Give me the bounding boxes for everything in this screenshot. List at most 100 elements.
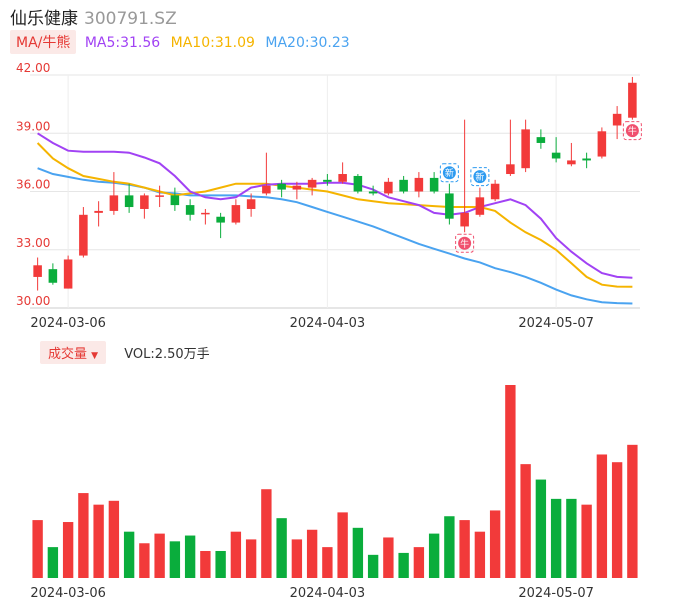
volume-indicator-dropdown[interactable]: 成交量 ▼ (40, 341, 107, 364)
candle-body (277, 183, 286, 190)
candle-body (475, 197, 485, 215)
signal-dot (458, 236, 472, 250)
candle-body (79, 214, 88, 256)
volume-bar (78, 493, 89, 578)
signal-dot (473, 170, 487, 184)
candle-body (109, 195, 119, 211)
candle-body (170, 195, 180, 206)
candle (353, 174, 363, 194)
candle (460, 119, 469, 233)
signal-markers: 新新牛牛 (439, 121, 642, 253)
candle (292, 181, 302, 200)
ma20-label: MA20:30.23 (265, 35, 350, 51)
candle (124, 183, 134, 213)
volume-bar (200, 550, 211, 578)
candle-body (338, 174, 347, 182)
ma10-line (36, 142, 633, 288)
candle (94, 201, 103, 227)
volume-bar (62, 522, 74, 578)
ma5-label: MA5:31.56 (84, 35, 161, 51)
candle-body (94, 210, 103, 213)
ma-legend: MA/牛熊 MA5:31.56 MA10:31.09 MA20:30.23 (10, 30, 356, 54)
volume-bar (611, 462, 623, 578)
volume-legend: 成交量 ▼ VOL:2.50万手 (40, 341, 210, 364)
candle-body (246, 199, 256, 209)
candle-body (323, 179, 332, 182)
volume-bar (32, 520, 43, 578)
candle (338, 162, 347, 184)
candle-body (399, 179, 408, 192)
candle-body (414, 177, 424, 192)
candle-body (216, 216, 225, 223)
volume-bar (474, 531, 486, 578)
candle (414, 172, 424, 198)
signal-frame (622, 121, 642, 141)
signal-label: 新 (475, 171, 484, 183)
candle (551, 137, 561, 163)
candle-body (582, 158, 591, 161)
candle-body (48, 269, 58, 283)
candle (231, 199, 241, 225)
ma-indicator-toggle[interactable]: MA/牛熊 (10, 30, 77, 54)
candle (277, 179, 286, 198)
volume-bar (550, 498, 562, 578)
candle-body (429, 177, 439, 192)
volume-value: VOL:2.50万手 (124, 347, 210, 362)
volume-bar (489, 510, 501, 578)
caret-down-icon: ▼ (91, 351, 99, 361)
candle-body (231, 205, 241, 223)
stock-code: 300791.SZ (84, 9, 177, 29)
volume-bar (306, 529, 318, 578)
date-tick-label: 2024-04-03 (290, 586, 366, 601)
moving-average-lines (36, 132, 633, 305)
volume-bar (337, 512, 348, 578)
bull-signal-icon: 牛 (622, 121, 642, 141)
signal-label: 新 (445, 167, 454, 179)
volume-bar (291, 539, 303, 578)
candle-body (551, 152, 561, 159)
candle (490, 179, 500, 202)
new-signal-icon: 新 (439, 163, 459, 183)
signal-dot (442, 166, 456, 180)
candle (368, 185, 378, 196)
price-tick-label: 39.00 (16, 119, 50, 133)
candle-body (536, 137, 546, 143)
candle (399, 175, 408, 194)
volume-bar (581, 504, 592, 578)
volume-bar (261, 489, 272, 578)
candle (262, 152, 271, 196)
volume-bar (123, 531, 135, 578)
candle (536, 129, 546, 149)
candle-body (155, 195, 164, 197)
volume-date-axis: 2024-03-06 2024-04-03 2024-05-07 (30, 586, 594, 601)
candle (109, 172, 119, 215)
candle-body (124, 195, 134, 208)
volume-bar (398, 552, 409, 578)
candle-body (63, 259, 73, 289)
candle-body (201, 212, 210, 215)
candle (307, 177, 317, 196)
candle (201, 208, 210, 225)
volume-indicator-label: 成交量 (48, 347, 88, 362)
candle-body (185, 205, 195, 215)
price-tick-label: 33.00 (16, 236, 50, 250)
candle (323, 174, 332, 186)
candle (612, 106, 622, 140)
candlesticks (33, 76, 637, 291)
candle-body (612, 113, 622, 126)
volume-bar (276, 518, 287, 578)
volume-bar (367, 554, 379, 578)
signal-label: 牛 (628, 125, 637, 137)
ma20-line (37, 167, 633, 305)
volume-bar (428, 533, 440, 578)
volume-bar (215, 550, 226, 578)
candle (185, 199, 195, 221)
volume-bar (47, 547, 59, 578)
candle-body (368, 191, 378, 194)
stock-title: 仙乐健康 300791.SZ (10, 4, 177, 29)
date-tick-label: 2024-03-06 (30, 586, 106, 601)
candle (521, 119, 530, 173)
price-tick-label: 36.00 (16, 178, 50, 192)
volume-bar (352, 527, 364, 578)
